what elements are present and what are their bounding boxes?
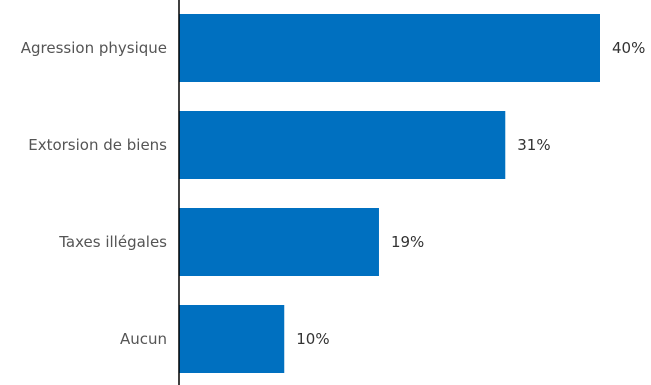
value-label-3: 10% — [296, 330, 329, 348]
bars-group — [179, 14, 600, 373]
value-label-0: 40% — [612, 39, 645, 57]
category-label-2: Taxes illégales — [58, 233, 167, 251]
bar-0 — [179, 14, 600, 82]
bar-3 — [179, 305, 285, 373]
value-label-1: 31% — [517, 136, 550, 154]
category-labels-group: Agression physique Extorsion de biens Taxe… — [21, 39, 167, 348]
bar-1 — [179, 111, 506, 179]
category-label-3: Aucun — [120, 330, 167, 348]
category-label-1: Extorsion de biens — [28, 136, 167, 154]
value-label-2: 19% — [391, 233, 424, 251]
bar-2 — [179, 208, 379, 276]
value-labels-group: 40% 31% 19% 10% — [296, 39, 645, 348]
category-label-0: Agression physique — [21, 39, 167, 57]
